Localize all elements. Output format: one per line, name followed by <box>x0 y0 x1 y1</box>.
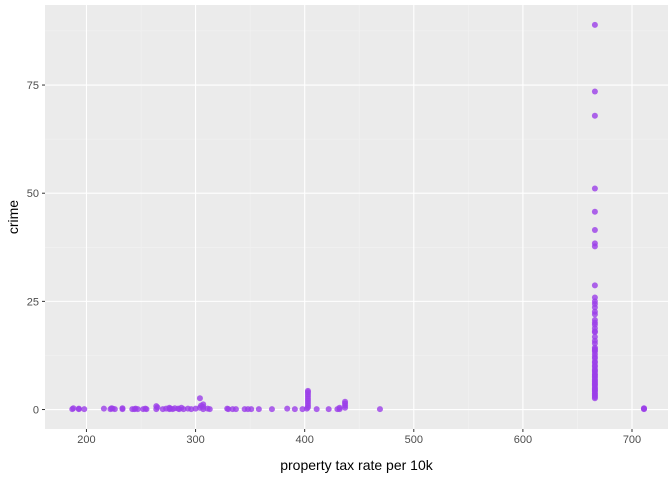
data-point <box>591 304 598 311</box>
data-point <box>154 404 161 411</box>
y-tick-label: 0 <box>33 405 39 417</box>
data-point <box>75 405 82 412</box>
minor-gridlines <box>45 5 668 429</box>
x-tick-label: 600 <box>514 434 532 446</box>
x-tick-label: 400 <box>295 434 313 446</box>
data-point <box>188 406 195 413</box>
data-point <box>591 21 598 28</box>
data-point <box>325 406 332 413</box>
y-tick-label: 25 <box>27 296 39 308</box>
data-point <box>268 406 275 413</box>
data-point <box>591 340 598 347</box>
data-point <box>304 387 311 394</box>
data-point <box>299 406 306 413</box>
data-point <box>591 282 598 289</box>
data-points <box>69 21 647 413</box>
x-tick-label: 700 <box>623 434 641 446</box>
data-point <box>591 243 598 250</box>
x-tick-label: 200 <box>77 434 95 446</box>
data-point <box>591 311 598 318</box>
data-point <box>206 406 213 413</box>
data-point <box>640 405 647 412</box>
data-point <box>336 404 343 411</box>
data-point <box>342 398 349 405</box>
data-point <box>100 405 107 412</box>
y-tick-label: 50 <box>27 188 39 200</box>
x-axis-title: property tax rate per 10k <box>280 457 434 473</box>
data-point <box>134 406 141 413</box>
data-point <box>255 406 262 413</box>
data-point <box>248 406 255 413</box>
y-axis-ticks: 0 25 50 75 <box>27 80 45 417</box>
data-point <box>225 406 232 413</box>
data-point <box>111 406 118 413</box>
data-point <box>200 406 207 413</box>
data-point <box>143 406 150 413</box>
x-tick-label: 300 <box>186 434 204 446</box>
data-point <box>591 185 598 192</box>
data-point <box>284 405 291 412</box>
data-point <box>591 112 598 119</box>
data-point <box>591 226 598 233</box>
x-tick-label: 500 <box>405 434 423 446</box>
data-point <box>591 88 598 95</box>
data-point <box>291 406 298 413</box>
data-point <box>196 395 203 402</box>
data-point <box>200 401 207 408</box>
y-axis-title: crime <box>5 200 21 234</box>
major-gridlines <box>45 5 668 429</box>
data-point <box>591 395 598 402</box>
y-tick-label: 75 <box>27 80 39 92</box>
data-point <box>376 406 383 413</box>
data-point <box>232 406 239 413</box>
data-point <box>180 406 187 413</box>
data-point <box>313 406 320 413</box>
data-point <box>591 329 598 336</box>
data-point <box>81 406 88 413</box>
plot-panel <box>45 5 668 429</box>
x-axis-ticks: 200 300 400 500 600 700 <box>77 429 641 446</box>
data-point <box>70 405 77 412</box>
data-point <box>591 208 598 215</box>
data-point <box>119 405 126 412</box>
